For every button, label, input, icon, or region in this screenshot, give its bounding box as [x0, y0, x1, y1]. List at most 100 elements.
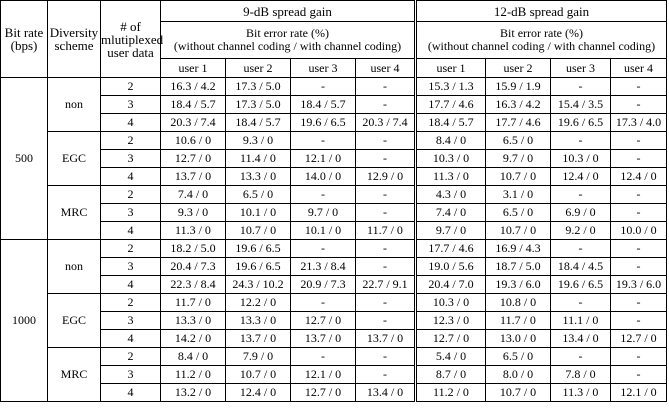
error-rate: 13.3 / 0 [225, 311, 291, 330]
user-header: user 4 [355, 58, 416, 78]
error-rate: 17.3 / 5.0 [225, 77, 291, 96]
error-rate: 12.7 / 0 [414, 329, 486, 348]
error-rate: 6.5 / 0 [485, 203, 551, 222]
user-count: 3 [100, 95, 161, 114]
error-rate: 7.9 / 0 [225, 347, 291, 366]
error-rate: 19.3 / 6.0 [485, 275, 551, 294]
error-rate: - [550, 77, 611, 96]
data-row: 500 non 2 16.3 / 4.2 17.3 / 5.0- -15.3 / 1.3 1… [0, 77, 667, 240]
data-row: 4 11.3 / 0 10.7 / 0 10.1 / 0 11.7 / 0 9.7 / 0… [1, 221, 667, 240]
error-rate: - [355, 293, 416, 312]
error-rate: - [610, 239, 667, 258]
scheme: EGC [47, 131, 101, 186]
error-rate: 10.7 / 0 [225, 365, 291, 384]
error-rate: - [610, 95, 667, 114]
error-rate: - [610, 365, 667, 384]
error-rate: 10.7 / 0 [485, 167, 551, 186]
error-rate: - [355, 131, 416, 150]
data-row: 4 13.7 / 0 13.3 / 0 14.0 / 0 12.9 / 0 11.3 / … [1, 167, 667, 186]
error-rate: 12.3 / 0 [414, 311, 486, 330]
error-rate: 12.4 / 0 [225, 383, 291, 402]
error-rate: 13.7 / 0 [290, 329, 356, 348]
error-rate: - [355, 185, 416, 204]
scheme: EGC [47, 293, 101, 348]
error-rate: 17.7 / 4.6 [414, 239, 486, 258]
error-rate: 20.4 / 7.3 [160, 257, 226, 276]
user-count: 2 [100, 77, 161, 96]
error-rate: - [290, 347, 356, 366]
error-rate: 18.4 / 5.7 [414, 113, 486, 132]
error-rate: - [355, 95, 416, 114]
user-count: 4 [100, 383, 161, 402]
error-rate: 12.4 / 0 [610, 167, 667, 186]
user-count: 4 [100, 275, 161, 294]
error-rate: 10.1 / 0 [225, 203, 291, 222]
subtitle: Bit error rate (%) [246, 26, 329, 40]
error-rate: - [550, 185, 611, 204]
data-row: EGC 2 10.6 / 0 9.3 / 0- -8.4 / 0 6.5 / 0-- [1, 131, 667, 186]
user-count: 2 [100, 347, 161, 366]
header-row: user 1 user 2 user 3 user 4 user 1 user 2 user… [1, 58, 667, 78]
error-rate: 18.4 / 5.7 [225, 113, 291, 132]
error-rate: 16.9 / 4.3 [485, 239, 551, 258]
error-rate: 17.3 / 4.0 [610, 113, 667, 132]
data-row: MRC 2 7.4 / 0 6.5 / 0- -4.3 / 0 3.1 / 0-- [1, 185, 667, 240]
user-count: 4 [100, 329, 161, 348]
error-rate: 11.3 / 0 [160, 221, 226, 240]
scheme: non [47, 239, 101, 294]
error-rate: 12.2 / 0 [225, 293, 291, 312]
error-rate: 9.3 / 0 [160, 203, 226, 222]
error-rate: 6.9 / 0 [550, 203, 611, 222]
error-rate: - [290, 239, 356, 258]
error-rate: - [610, 149, 667, 168]
error-rate: 9.7 / 0 [414, 221, 486, 240]
error-rate: 10.7 / 0 [485, 221, 551, 240]
error-rate: 13.4 / 0 [550, 329, 611, 348]
error-rate: 15.4 / 3.5 [550, 95, 611, 114]
error-rate: - [610, 293, 667, 312]
error-rate: 12.7 / 0 [290, 383, 356, 402]
error-rate: 11.7 / 0 [355, 221, 416, 240]
data-row: 1000 non 2 18.2 / 5.0 19.6 / 6.5- -17.7 / 4.6… [0, 239, 667, 402]
data-row: 4 20.3 / 7.4 18.4 / 5.7 19.6 / 6.5 20.3 / 7.… [1, 113, 667, 132]
table-header: Bit rate (bps) Diversity scheme # of mlu… [0, 0, 667, 78]
error-rate: 14.2 / 0 [160, 329, 226, 348]
error-rate: 11.4 / 0 [225, 149, 291, 168]
error-rate: 11.2 / 0 [160, 365, 226, 384]
error-rate: - [610, 203, 667, 222]
error-rate: 12.7 / 0 [160, 149, 226, 168]
user-count: 4 [100, 221, 161, 240]
error-rate: 12.1 / 0 [290, 365, 356, 384]
error-rate: 10.3 / 0 [550, 149, 611, 168]
error-rate: 21.3 / 8.4 [290, 257, 356, 276]
error-rate: - [550, 239, 611, 258]
user-header: user 4 [610, 58, 667, 78]
error-rate: 9.3 / 0 [225, 131, 291, 150]
error-rate: 19.0 / 5.6 [414, 257, 486, 276]
users-header: # of mlutiplexed user data [100, 0, 163, 78]
user-count: 2 [100, 293, 161, 312]
error-rate: - [610, 185, 667, 204]
error-rate: - [550, 347, 611, 366]
error-rate: 22.3 / 8.4 [160, 275, 226, 294]
error-rate: 11.3 / 0 [550, 383, 611, 402]
data-row: 3 20.4 / 7.3 19.6 / 6.5 21.3 / 8.4-19.0 / 5… [1, 257, 667, 276]
error-rate: 10.6 / 0 [160, 131, 226, 150]
error-rate: 20.9 / 7.3 [290, 275, 356, 294]
data-row: 4 22.3 / 8.4 24.3 / 10.2 20.9 / 7.3 22.7 / 9… [1, 275, 667, 294]
error-rate: 6.5 / 0 [485, 131, 551, 150]
user-header: user 2 [225, 58, 291, 78]
error-rate: 18.2 / 5.0 [160, 239, 226, 258]
error-rate: 9.7 / 0 [485, 149, 551, 168]
bit-rate: 1000 [0, 239, 48, 402]
error-rate: 16.3 / 4.2 [485, 95, 551, 114]
error-rate: 8.4 / 0 [160, 347, 226, 366]
data-row: 3 18.4 / 5.7 17.3 / 5.0 18.4 / 5.7-17.7 / 4… [1, 95, 667, 114]
error-rate: 18.4 / 5.7 [160, 95, 226, 114]
error-rate: 10.8 / 0 [485, 293, 551, 312]
user-count: 4 [100, 167, 161, 186]
error-rate: 17.7 / 4.6 [485, 113, 551, 132]
error-rate: 20.4 / 7.0 [414, 275, 486, 294]
error-rate: 13.7 / 0 [355, 329, 416, 348]
error-rate: 13.2 / 0 [160, 383, 226, 402]
